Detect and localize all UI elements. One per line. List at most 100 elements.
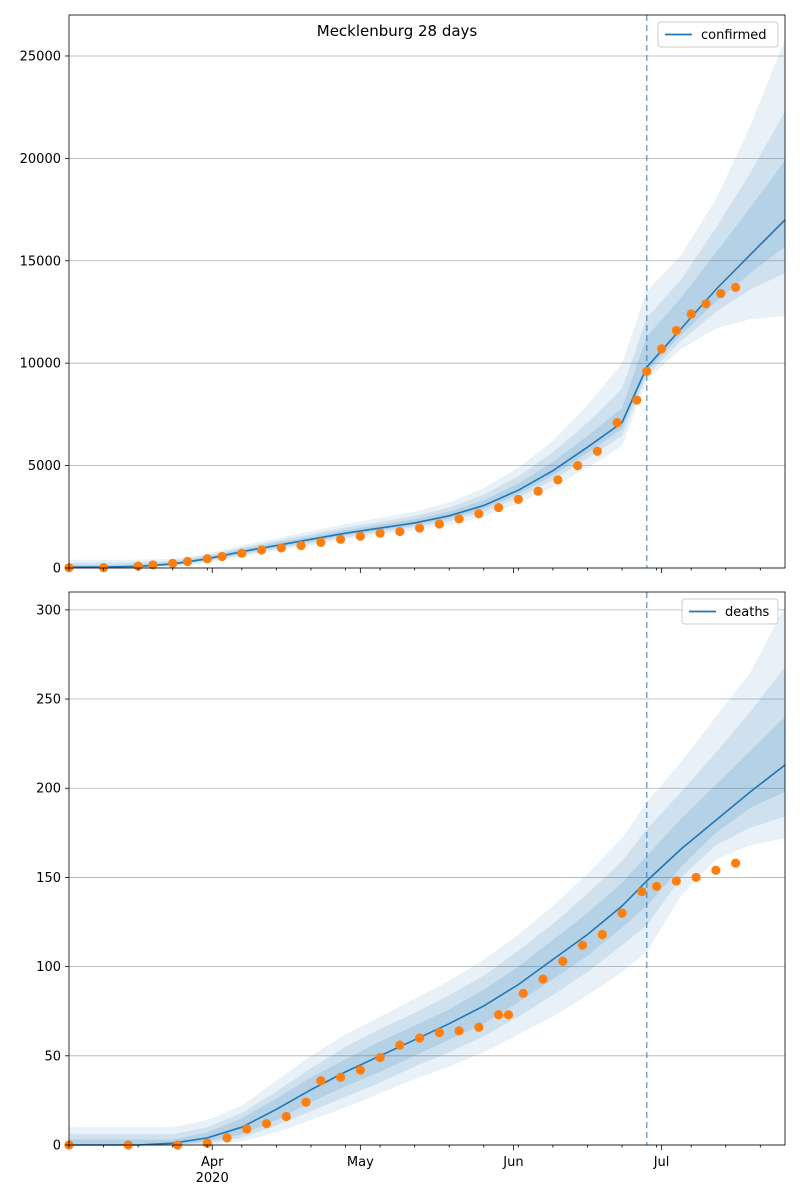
observed-point [237,548,247,558]
y-tick-label: 20000 [20,152,61,167]
confirmed-panel: 0 5000 10000 15000 20000 25000 confirmed [20,14,786,577]
observed-point [671,876,681,886]
observed-point [691,872,701,883]
observed-point [642,366,652,376]
x-tick-label: Apr [201,1155,224,1170]
observed-point [355,531,365,541]
observed-point [202,1138,212,1148]
plot-frame [68,591,786,1146]
observed-point [711,865,721,875]
y-tick-label: 50 [44,1049,61,1064]
observed-point [434,1028,444,1038]
observed-point [98,562,109,573]
observed-point [577,940,588,950]
observed-point [671,325,681,336]
legend-label: deaths [725,605,770,620]
observed-point [716,288,726,299]
observed-point [395,1040,405,1050]
uncertainty-band-outer [69,39,785,569]
observed-point [316,1076,326,1086]
y-tick-label: 25000 [20,49,61,64]
observed-point [553,475,563,485]
uncertainty-band-middle [69,666,785,1145]
observed-point [148,560,158,570]
x-tick-label: Jun [502,1155,523,1170]
observed-point [686,309,696,319]
y-tick-label: 300 [36,603,61,618]
observed-point [168,558,178,568]
legend: deaths [681,598,779,625]
observed-point [474,509,484,519]
y-tick-label: 250 [36,693,61,708]
observed-point [454,1026,464,1036]
observed-point [202,554,212,564]
deaths-panel: 0 50 100 150 200 250 300 Apr May Jun Jul 2020 deaths [36,591,786,1186]
observed-point [375,1052,385,1063]
legend: confirmed [657,21,779,48]
observed-point [133,561,143,571]
plot-frame [68,14,786,569]
observed-point [533,486,543,496]
x-tick-label: May [347,1155,374,1170]
observed-point [355,1065,365,1075]
chart-title: Mecklenburg 28 days [317,22,478,40]
observed-point [518,988,528,998]
uncertainty-band-inner [69,160,785,568]
observed-point [701,299,711,309]
observed-point [414,1033,425,1043]
model-median-line [69,764,786,1146]
observed-point [656,344,667,354]
observed-point [637,887,647,897]
observed-point [592,446,602,456]
y-tick-label: 200 [36,782,61,797]
observed-point [301,1097,311,1107]
observed-point [474,1022,484,1032]
observed-point [454,514,464,524]
observed-point [632,395,642,405]
observed-point [503,1010,514,1020]
legend-box [657,21,779,48]
observed-point [652,881,662,891]
y-tick-label: 150 [36,871,61,886]
observed-point [395,526,405,537]
observed-point [617,908,627,918]
observed-point [513,494,523,504]
y-tick-label: 5000 [28,459,61,474]
observed-point [256,545,267,555]
observed-point [222,1133,232,1143]
observed-point [335,534,346,544]
observed-point [281,1111,291,1122]
observed-point [612,417,622,428]
observed-point [414,523,425,533]
observed-point [375,528,385,538]
observed-point [242,1124,252,1134]
y-tick-label: 10000 [20,357,61,372]
observed-point [573,460,583,471]
observed-point [494,502,504,513]
legend-label: confirmed [701,28,767,43]
observed-point [316,537,326,547]
observed-point [217,551,227,562]
observed-point [335,1072,346,1082]
observed-point [261,1118,272,1129]
uncertainty-band-outer [69,606,785,1145]
observed-point [434,519,444,529]
y-tick-label: 0 [53,562,61,577]
x-year-label: 2020 [196,1171,229,1186]
observed-point [182,556,193,567]
observed-point [558,956,568,966]
observed-point [731,858,741,868]
observed-point [538,974,548,984]
observed-point [296,540,306,551]
x-tick-label: Jul [653,1155,670,1170]
legend-box [681,598,779,625]
y-tick-label: 15000 [20,254,61,269]
observed-point [597,929,607,940]
y-tick-label: 100 [36,960,61,975]
observed-point [276,543,286,553]
observed-point [731,282,741,293]
uncertainty-band-middle [69,111,785,569]
observed-point [494,1010,504,1020]
